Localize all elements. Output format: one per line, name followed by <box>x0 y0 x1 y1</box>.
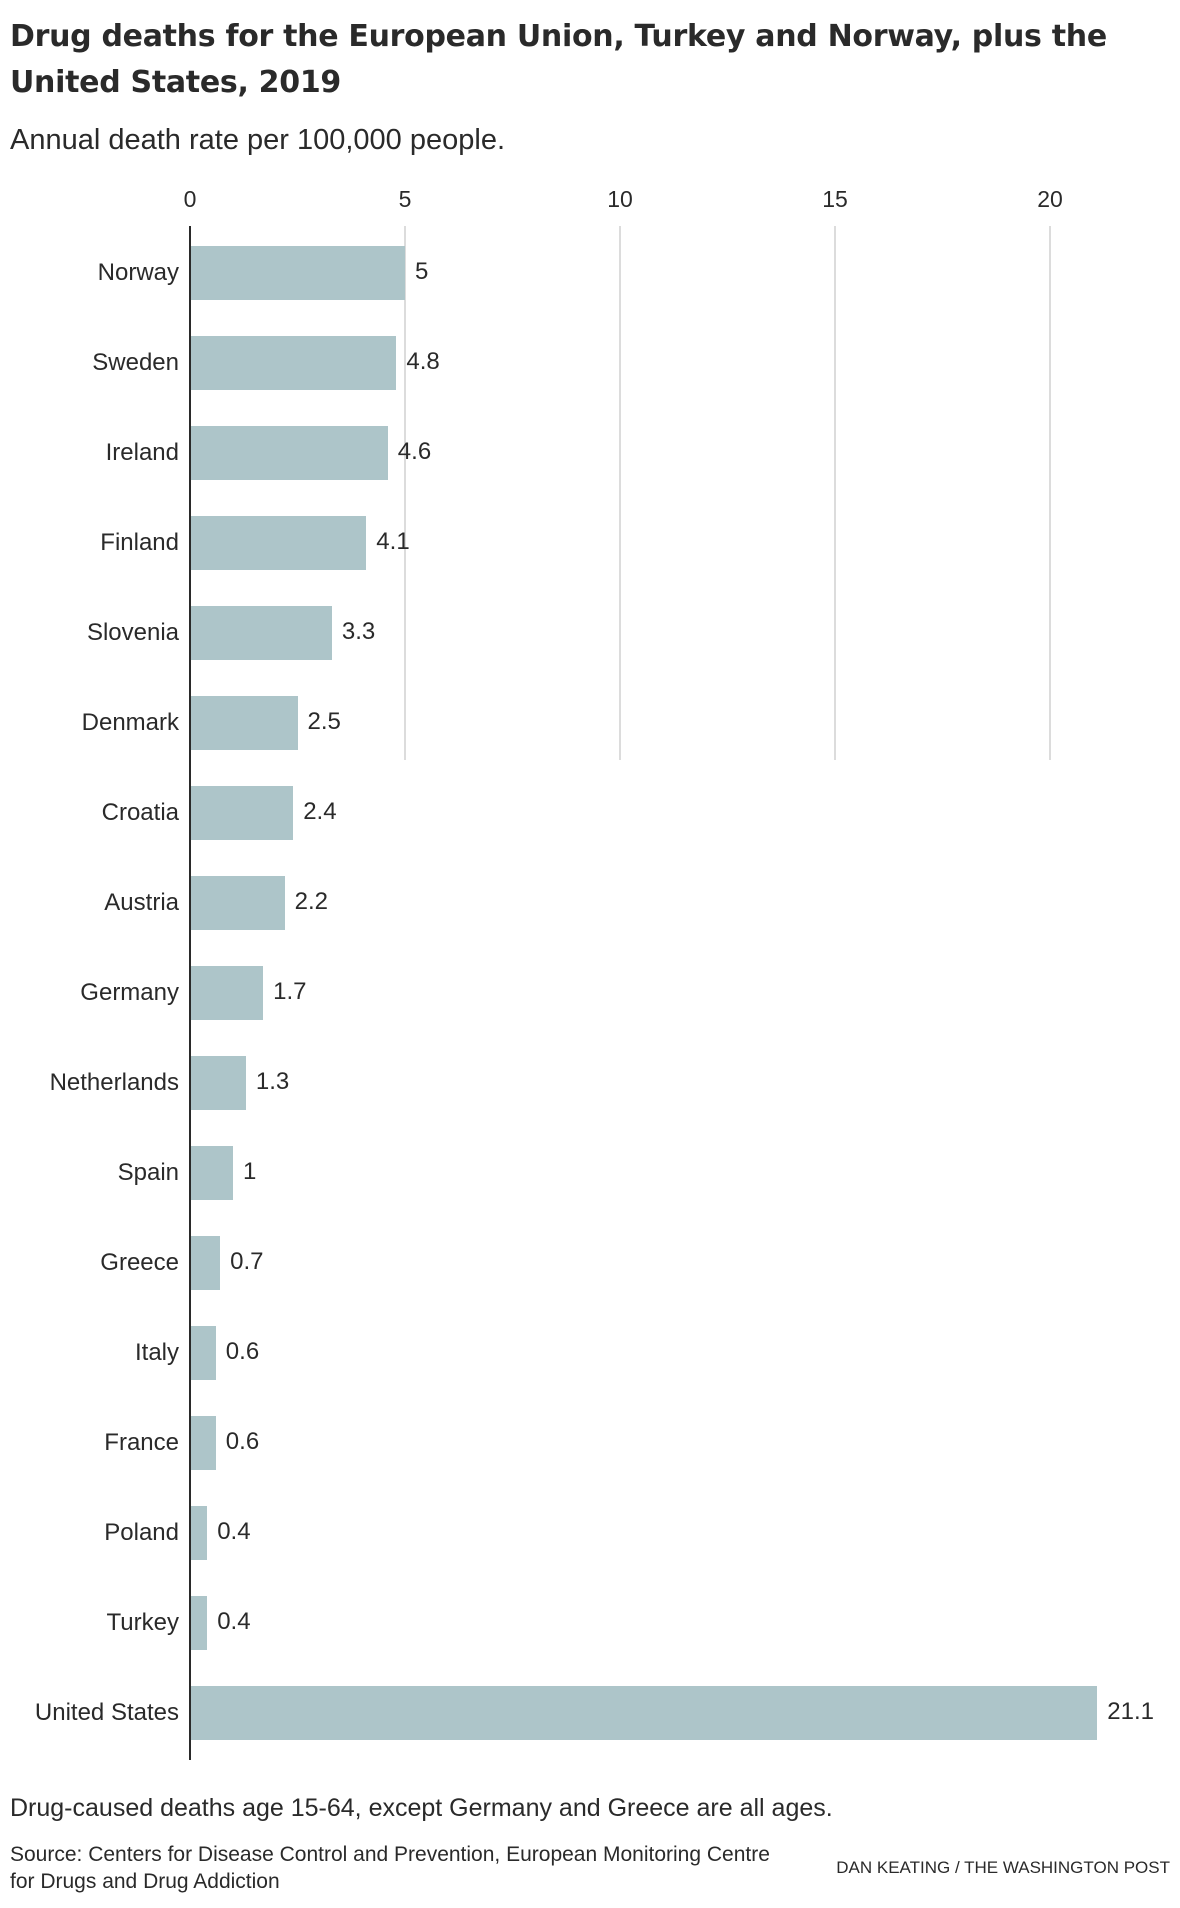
value-label: 2.4 <box>303 798 337 825</box>
x-tick-label: 20 <box>1037 186 1063 212</box>
bar <box>191 1326 216 1380</box>
bar-row: Sweden 4.8 <box>0 336 1180 390</box>
category-label: Ireland <box>105 439 179 466</box>
x-tick-label: 10 <box>607 186 633 212</box>
bar-row: Spain 1 <box>0 1146 1180 1200</box>
bar-row: Germany 1.7 <box>0 966 1180 1020</box>
bar <box>191 1146 233 1200</box>
category-label: Poland <box>104 1519 179 1546</box>
x-tick-label: 0 <box>183 186 197 212</box>
bar <box>191 516 367 570</box>
y-axis-line <box>189 226 191 1760</box>
credit-text: DAN KEATING / THE WASHINGTON POST <box>836 1858 1170 1877</box>
bar <box>191 1686 1098 1740</box>
bar <box>191 336 397 390</box>
bar-row: Italy 0.6 <box>0 1326 1180 1380</box>
gridline <box>619 226 621 760</box>
value-label: 1.7 <box>273 978 307 1005</box>
value-label: 21.1 <box>1107 1698 1155 1725</box>
bar <box>191 1056 246 1110</box>
x-tick-label: 5 <box>398 186 412 212</box>
category-label: Greece <box>100 1249 179 1276</box>
bar <box>191 606 332 660</box>
bar <box>191 696 298 750</box>
chart-title: Drug deaths for the European Union, Turk… <box>10 19 1107 100</box>
chart-note: Drug-caused deaths age 15-64, except Ger… <box>10 1794 833 1822</box>
value-label: 0.6 <box>225 1338 260 1365</box>
bar <box>191 246 405 300</box>
gridline <box>404 226 406 760</box>
value-label: 0.4 <box>217 1608 251 1635</box>
bar <box>191 1596 208 1650</box>
bar-row: Greece 0.7 <box>0 1236 1180 1290</box>
category-label: Denmark <box>81 709 179 736</box>
value-label: 1 <box>243 1158 257 1185</box>
bar <box>191 1506 208 1560</box>
category-label: France <box>104 1429 179 1456</box>
x-tick-label: 15 <box>822 186 848 212</box>
bar <box>191 786 294 840</box>
bar-row: France 0.6 <box>0 1416 1180 1470</box>
value-label: 0.4 <box>217 1518 251 1545</box>
value-label: 2.5 <box>307 708 341 735</box>
gridline <box>1049 226 1051 760</box>
value-label: 4.1 <box>376 528 410 555</box>
bar-row: Poland 0.4 <box>0 1506 1180 1560</box>
bar <box>191 426 388 480</box>
bar-row: Denmark 2.5 <box>0 696 1180 750</box>
chart-subtitle: Annual death rate per 100,000 people. <box>10 124 506 156</box>
bar <box>191 966 264 1020</box>
bar-row: Finland 4.1 <box>0 516 1180 570</box>
value-label: 0.7 <box>230 1248 264 1275</box>
category-label: Croatia <box>101 799 179 826</box>
bar-row: United States 21.1 <box>0 1686 1180 1740</box>
value-label: 4.6 <box>397 438 432 465</box>
bar <box>191 876 285 930</box>
category-label: Norway <box>97 259 179 286</box>
bar-row: Austria 2.2 <box>0 876 1180 930</box>
bar-row: Netherlands 1.3 <box>0 1056 1180 1110</box>
bar-row: Ireland 4.6 <box>0 426 1180 480</box>
bar <box>191 1416 216 1470</box>
value-label: 1.3 <box>255 1068 290 1095</box>
bar-row: Norway 5 <box>0 246 1180 300</box>
source-text: Source: Centers for Disease Control and … <box>10 1843 770 1893</box>
category-label: Spain <box>117 1159 179 1186</box>
category-label: Finland <box>100 529 179 556</box>
value-label: 5 <box>415 258 429 285</box>
bar-row: Slovenia 3.3 <box>0 606 1180 660</box>
value-label: 0.6 <box>225 1428 260 1455</box>
category-label: Slovenia <box>86 619 179 646</box>
category-label: Austria <box>104 889 179 916</box>
category-label: United States <box>34 1699 179 1726</box>
category-label: Turkey <box>106 1609 179 1636</box>
category-label: Germany <box>80 979 179 1006</box>
bar-chart: 0 5 10 15 20 Norway 5 Sweden 4.8 Ireland 4.6 Finlan… <box>0 186 1180 1760</box>
category-label: Sweden <box>92 349 179 376</box>
category-label: Netherlands <box>49 1069 179 1096</box>
value-label: 2.2 <box>294 888 328 915</box>
bar-row: Turkey 0.4 <box>0 1596 1180 1650</box>
bar <box>191 1236 221 1290</box>
gridline <box>834 226 836 760</box>
category-label: Italy <box>134 1339 179 1366</box>
value-label: 3.3 <box>341 618 376 645</box>
value-label: 4.8 <box>406 348 440 375</box>
bar-row: Croatia 2.4 <box>0 786 1180 840</box>
